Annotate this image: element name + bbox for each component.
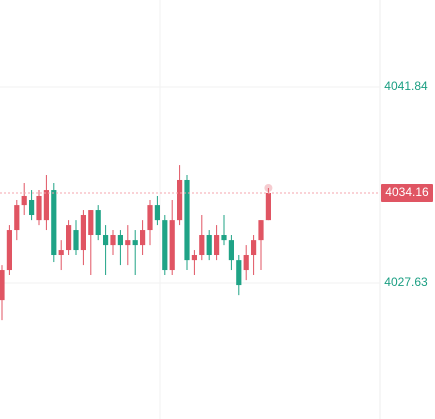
candle-body (221, 235, 227, 241)
candle-body (169, 220, 175, 271)
candle-body (162, 220, 168, 271)
candle-body (184, 179, 190, 261)
candle-body (154, 205, 160, 221)
candle-body (191, 255, 197, 261)
candle-body (214, 235, 220, 256)
candle-body (243, 255, 249, 271)
candle-body (88, 210, 94, 236)
candle-body (73, 230, 79, 251)
y-tick-label: 4041.84 (384, 79, 428, 93)
candle-body (36, 195, 42, 221)
candle-body (51, 190, 57, 256)
candle-body (29, 199, 35, 216)
y-tick-label: 4027.63 (384, 275, 428, 289)
last-price-glow (264, 183, 273, 192)
candle-body (177, 179, 183, 221)
last-price-box (381, 183, 433, 202)
candle-body (199, 235, 205, 256)
candle-body (206, 235, 212, 256)
candle-body (103, 235, 109, 246)
candle-body (265, 192, 271, 221)
candle-body (258, 220, 264, 241)
candle-body (21, 195, 27, 206)
candle-body (117, 235, 123, 246)
candle-body (140, 230, 146, 246)
candle-body (0, 270, 5, 301)
candle-body (236, 260, 242, 286)
candle-body (132, 240, 138, 246)
candle-body (6, 230, 12, 271)
candle-body (110, 235, 116, 246)
candle-body (66, 225, 72, 251)
candle-body (125, 240, 131, 246)
candle-body (95, 210, 101, 236)
candle-body (147, 205, 153, 231)
candle-body (14, 205, 20, 231)
candle-body (58, 250, 64, 256)
last-price-label: 4034.16 (385, 185, 429, 199)
candle-body (80, 215, 86, 251)
candle-body (43, 190, 49, 221)
candle-body (251, 240, 257, 256)
candle-body (228, 240, 234, 261)
